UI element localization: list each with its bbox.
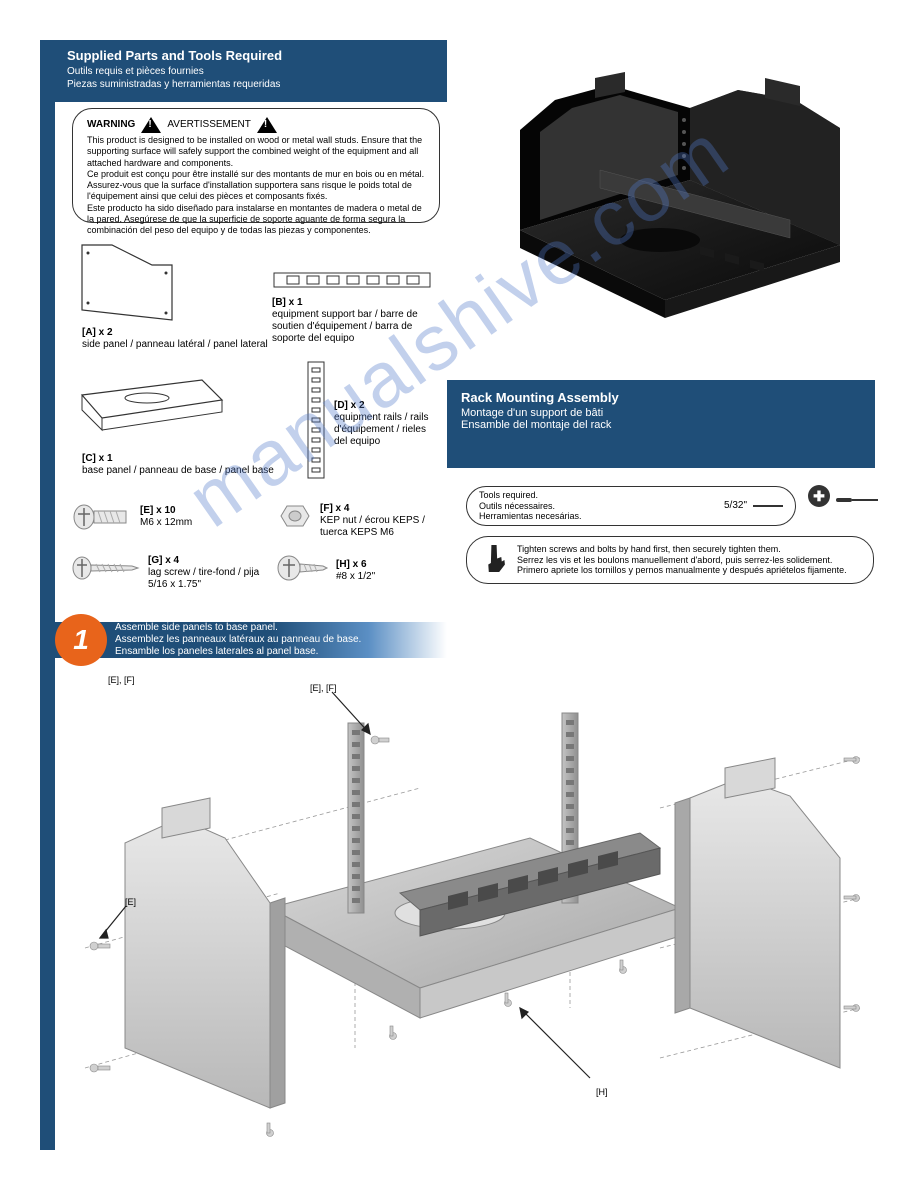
- part-e-label: [E] x 10M6 x 12mm: [140, 505, 192, 529]
- step-number: 1: [55, 614, 107, 666]
- tools-bubble: Tools required. Outils nécessaires. Herr…: [466, 486, 796, 526]
- mounting-title-fr: Montage d'un support de bâti: [461, 407, 861, 419]
- left-accent-band: [40, 40, 55, 1150]
- part-b-drawing: [272, 265, 432, 295]
- parts-title-fr: Outils requis et pièces fournies: [67, 65, 435, 78]
- part-c-drawing: [72, 370, 232, 450]
- assembly-diagram: [70, 668, 870, 1148]
- callout-e-1: [E]: [125, 898, 136, 908]
- warning-header: WARNING AVERTISSEMENT: [87, 117, 425, 133]
- callout-h-1: [H]: [596, 1088, 608, 1098]
- part-g-drawing: [72, 553, 142, 583]
- mounting-title-es: Ensamble del montaje del rack: [461, 419, 861, 431]
- screwdriver-icon: [836, 495, 880, 505]
- warning-label-fr: AVERTISSEMENT: [167, 119, 251, 132]
- tools-icons: ✚: [808, 485, 878, 525]
- parts-title-es: Piezas suministradas y herramientas requ…: [67, 78, 435, 91]
- callout-ef-2: [E], [F]: [310, 684, 337, 694]
- tools-note: 5/32": [724, 500, 783, 512]
- parts-header: Supplied Parts and Tools Required Outils…: [55, 40, 447, 102]
- warning-body-en: This product is designed to be installed…: [87, 135, 425, 169]
- part-h-label: [H] x 6#8 x 1/2": [336, 559, 375, 583]
- product-render: [460, 50, 870, 340]
- part-a-drawing: [72, 235, 192, 325]
- phillips-icon: ✚: [808, 485, 830, 507]
- part-f-drawing: [277, 500, 313, 532]
- drill-bit-icon: [753, 505, 783, 507]
- hand-icon: [481, 545, 507, 575]
- warning-body-fr: Ce produit est conçu pour être installé …: [87, 169, 425, 203]
- mounting-title-en: Rack Mounting Assembly: [461, 390, 861, 405]
- mounting-header: Rack Mounting Assembly Montage d'un supp…: [447, 380, 875, 468]
- parts-title-en: Supplied Parts and Tools Required: [67, 48, 435, 65]
- warning-triangle-icon-2: [257, 117, 277, 133]
- part-h-drawing: [277, 553, 331, 583]
- page: Supplied Parts and Tools Required Outils…: [0, 0, 918, 1188]
- tools-text: Tools required. Outils nécessaires. Herr…: [479, 490, 582, 522]
- part-f-label: [F] x 4KEP nut / écrou KEPS / tuerca KEP…: [320, 503, 430, 539]
- advice-text: Tighten screws and bolts by hand first, …: [517, 544, 847, 576]
- step-band: Assemble side panels to base panel. Asse…: [55, 622, 447, 658]
- part-b-label: [B] x 1equipment support bar / barre de …: [272, 297, 442, 345]
- warning-triangle-icon: [141, 117, 161, 133]
- part-d-drawing: [304, 360, 328, 480]
- warning-label-en: WARNING: [87, 119, 135, 132]
- part-e-drawing: [72, 500, 132, 534]
- parts-list: [A] x 2side panel / panneau latéral / pa…: [72, 235, 442, 615]
- callout-ef-1: [E], [F]: [108, 676, 135, 686]
- part-a-label: [A] x 2side panel / panneau latéral / pa…: [82, 327, 268, 351]
- part-d-label: [D] x 2equipment rails / rails d'équipem…: [334, 400, 434, 448]
- step-text: Assemble side panels to base panel. Asse…: [115, 622, 361, 658]
- warning-box: WARNING AVERTISSEMENT This product is de…: [72, 108, 440, 223]
- part-g-label: [G] x 4lag screw / tire-fond / pija 5/16…: [148, 555, 263, 591]
- warning-body-es: Este producto ha sido diseñado para inst…: [87, 203, 425, 237]
- advice-bubble: Tighten screws and bolts by hand first, …: [466, 536, 874, 584]
- part-c-label: [C] x 1base panel / panneau de base / pa…: [82, 453, 274, 477]
